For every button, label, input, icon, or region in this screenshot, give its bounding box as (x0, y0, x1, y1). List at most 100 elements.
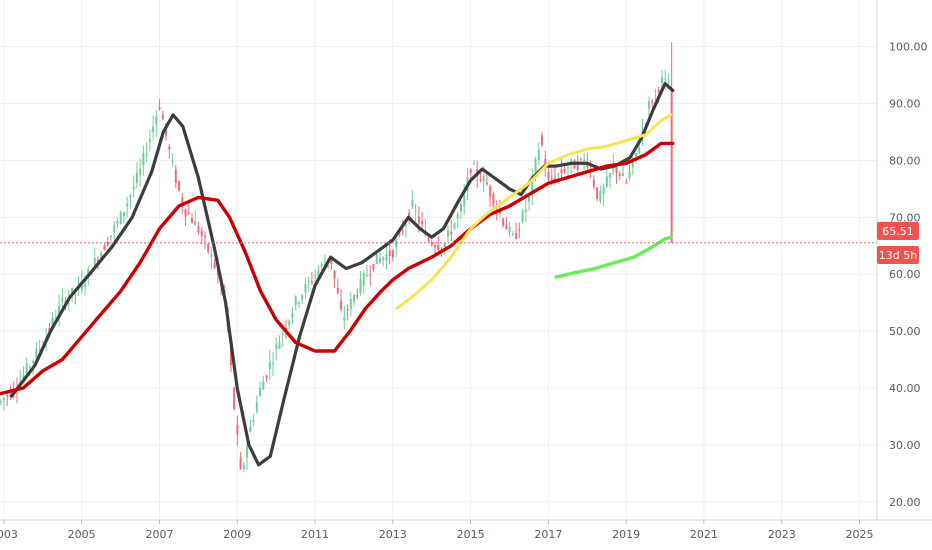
candle-body (541, 135, 544, 146)
candle-body (437, 244, 440, 250)
candle-body (634, 152, 638, 157)
x-tick-label: 2017 (534, 528, 562, 541)
candle-body (51, 317, 54, 327)
candle-body (382, 257, 385, 261)
y-tick-label: 80.00 (889, 154, 921, 167)
candle-body (440, 248, 443, 250)
candle-body (417, 216, 420, 224)
candle-body (297, 302, 300, 304)
candle-body (178, 181, 181, 191)
candle-body (599, 190, 602, 202)
candle-body (472, 163, 475, 165)
candle-body (22, 374, 25, 379)
candle-body (281, 334, 284, 336)
candle-body (307, 281, 310, 283)
last-price-tags: 65.51 13d 5h (877, 222, 919, 264)
candle-body (200, 230, 203, 237)
candle-body (152, 126, 155, 132)
candle-body (508, 226, 511, 233)
candle-body (356, 294, 359, 297)
candle-body (625, 181, 628, 183)
candle-body (148, 138, 151, 142)
candle-body (453, 223, 456, 229)
candle-body (38, 349, 41, 351)
candle-body (145, 154, 148, 156)
candle-body (628, 171, 631, 179)
candle-body (294, 296, 297, 306)
candle-body (268, 362, 271, 370)
y-tick-label: 40.00 (889, 382, 921, 395)
candle-body (391, 250, 394, 258)
bar-countdown-tag (877, 246, 919, 264)
last-price-label: 65.51 (882, 225, 914, 238)
candle-body (239, 457, 242, 469)
x-tick-label: 2011 (301, 528, 329, 541)
candle-body (378, 258, 381, 263)
candle-body (434, 245, 437, 248)
candle-body (547, 171, 550, 180)
candle-body (404, 224, 407, 226)
candle-body (550, 178, 553, 181)
candle-body (615, 166, 618, 173)
candle-body (566, 167, 569, 169)
candle-body (213, 263, 216, 268)
candle-body (320, 264, 323, 267)
candle-body (579, 158, 582, 160)
series-line-green (554, 235, 673, 279)
candle-body (395, 240, 398, 248)
candle-body (605, 176, 608, 187)
candle-body (168, 146, 171, 150)
candle-body (521, 210, 524, 222)
x-tick-label: 2009 (223, 528, 251, 541)
candle-body (272, 362, 275, 364)
x-tick-label: 2007 (145, 528, 173, 541)
candle-body (459, 204, 462, 212)
candle-body (0, 400, 2, 403)
candle-body (301, 295, 304, 299)
y-tick-label: 50.00 (889, 325, 921, 338)
x-tick-label: 2013 (379, 528, 407, 541)
x-tick-label: 2021 (690, 528, 718, 541)
candle-body (194, 221, 197, 226)
candle-body (255, 402, 258, 412)
candle-body (482, 175, 485, 183)
candle-body (563, 169, 566, 173)
candle-body (229, 345, 232, 366)
candle-body (155, 116, 158, 125)
candle-body (479, 178, 482, 181)
price-axis[interactable]: 100.00 90.00 80.00 70.00 60.00 50.00 40.00 30.0… (889, 41, 928, 509)
candle-body (531, 176, 534, 193)
candle-body (346, 309, 349, 311)
candle-body (447, 230, 450, 237)
candle-body (203, 236, 206, 238)
candle-body (612, 165, 615, 171)
y-tick-label: 30.00 (889, 439, 921, 452)
candle-body (249, 426, 252, 432)
candle-body (48, 328, 51, 332)
candle-body (116, 220, 119, 224)
candle-body (349, 299, 352, 310)
candle-body (485, 182, 488, 185)
candle-body (430, 242, 433, 245)
candle-body (570, 159, 573, 164)
candle-body (252, 420, 255, 422)
candle-body (375, 254, 378, 264)
candle-body (518, 229, 521, 231)
candle-body (385, 254, 388, 261)
candle-body (129, 195, 132, 198)
candle-body (61, 297, 64, 302)
x-tick-label: 2019 (612, 528, 640, 541)
candle-body (618, 174, 621, 176)
candle-body (333, 270, 336, 279)
candle-body (304, 283, 307, 293)
time-axis[interactable]: 2003 2005 2007 2009 2011 2013 2015 2017 2019 2021… (0, 520, 873, 541)
candle-body (122, 212, 125, 217)
candle-body (528, 196, 531, 202)
candle-body (233, 387, 236, 409)
candle-body (132, 186, 135, 190)
candle-body (343, 317, 346, 321)
candle-body (161, 114, 164, 120)
candle-body (9, 391, 12, 398)
